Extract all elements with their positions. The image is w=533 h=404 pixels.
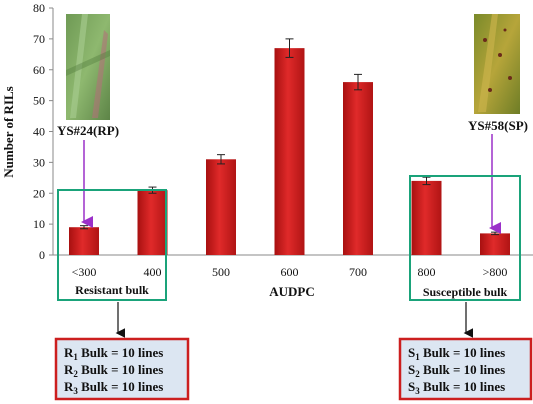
bar xyxy=(206,159,236,255)
x-axis-label: AUDPC xyxy=(269,284,315,299)
y-tick-label: 60 xyxy=(33,63,45,77)
bar xyxy=(411,180,442,255)
y-tick-label: 80 xyxy=(33,1,45,15)
y-tick-label: 50 xyxy=(33,94,45,108)
susceptible-group-label: Susceptible bulk xyxy=(423,285,508,299)
bar xyxy=(69,227,99,255)
x-tick-label: 700 xyxy=(349,265,367,279)
bar xyxy=(274,48,305,256)
bulk-line: R1 Bulk = 10 lines xyxy=(64,345,163,362)
y-tick-label: 10 xyxy=(33,217,45,231)
y-tick-label: 0 xyxy=(39,248,45,262)
x-tick-label: 600 xyxy=(281,265,299,279)
sp-leaf-photo xyxy=(474,14,520,114)
y-ticks: 0 10 20 30 40 50 60 70 80 xyxy=(33,1,53,262)
bulk-line: S1 Bulk = 10 lines xyxy=(408,345,505,362)
rp-parent-label: YS#24(RP) xyxy=(57,123,119,138)
x-tick-label: >800 xyxy=(483,265,508,279)
y-axis-label: Number of RILs xyxy=(1,86,16,178)
susceptible-group-box xyxy=(409,175,521,301)
resistant-group-box xyxy=(57,189,167,301)
susceptible-bulks-box xyxy=(398,337,533,401)
bulk-line: S3 Bulk = 10 lines xyxy=(408,379,505,396)
y-tick-label: 70 xyxy=(33,32,45,46)
bar xyxy=(137,190,168,255)
y-tick-label: 40 xyxy=(33,125,45,139)
y-tick-label: 20 xyxy=(33,186,45,200)
y-tick-label: 30 xyxy=(33,155,45,169)
x-tick-label: <300 xyxy=(72,265,97,279)
x-ticks: <300 400 500 600 700 800 >800 xyxy=(72,265,508,279)
resistant-bulks-box xyxy=(54,337,190,401)
x-tick-label: 500 xyxy=(212,265,230,279)
bars xyxy=(69,38,510,256)
bulk-line: S2 Bulk = 10 lines xyxy=(408,362,505,379)
sp-parent-label: YS#58(SP) xyxy=(468,118,528,133)
resistant-group-label: Resistant bulk xyxy=(75,283,149,297)
bulk-line: R3 Bulk = 10 lines xyxy=(64,379,163,396)
bulk-line: R2 Bulk = 10 lines xyxy=(64,362,163,379)
x-tick-label: 800 xyxy=(418,265,436,279)
rp-leaf-photo xyxy=(66,14,110,120)
bar xyxy=(480,233,510,255)
x-tick-label: 400 xyxy=(144,265,162,279)
bar xyxy=(343,82,373,255)
